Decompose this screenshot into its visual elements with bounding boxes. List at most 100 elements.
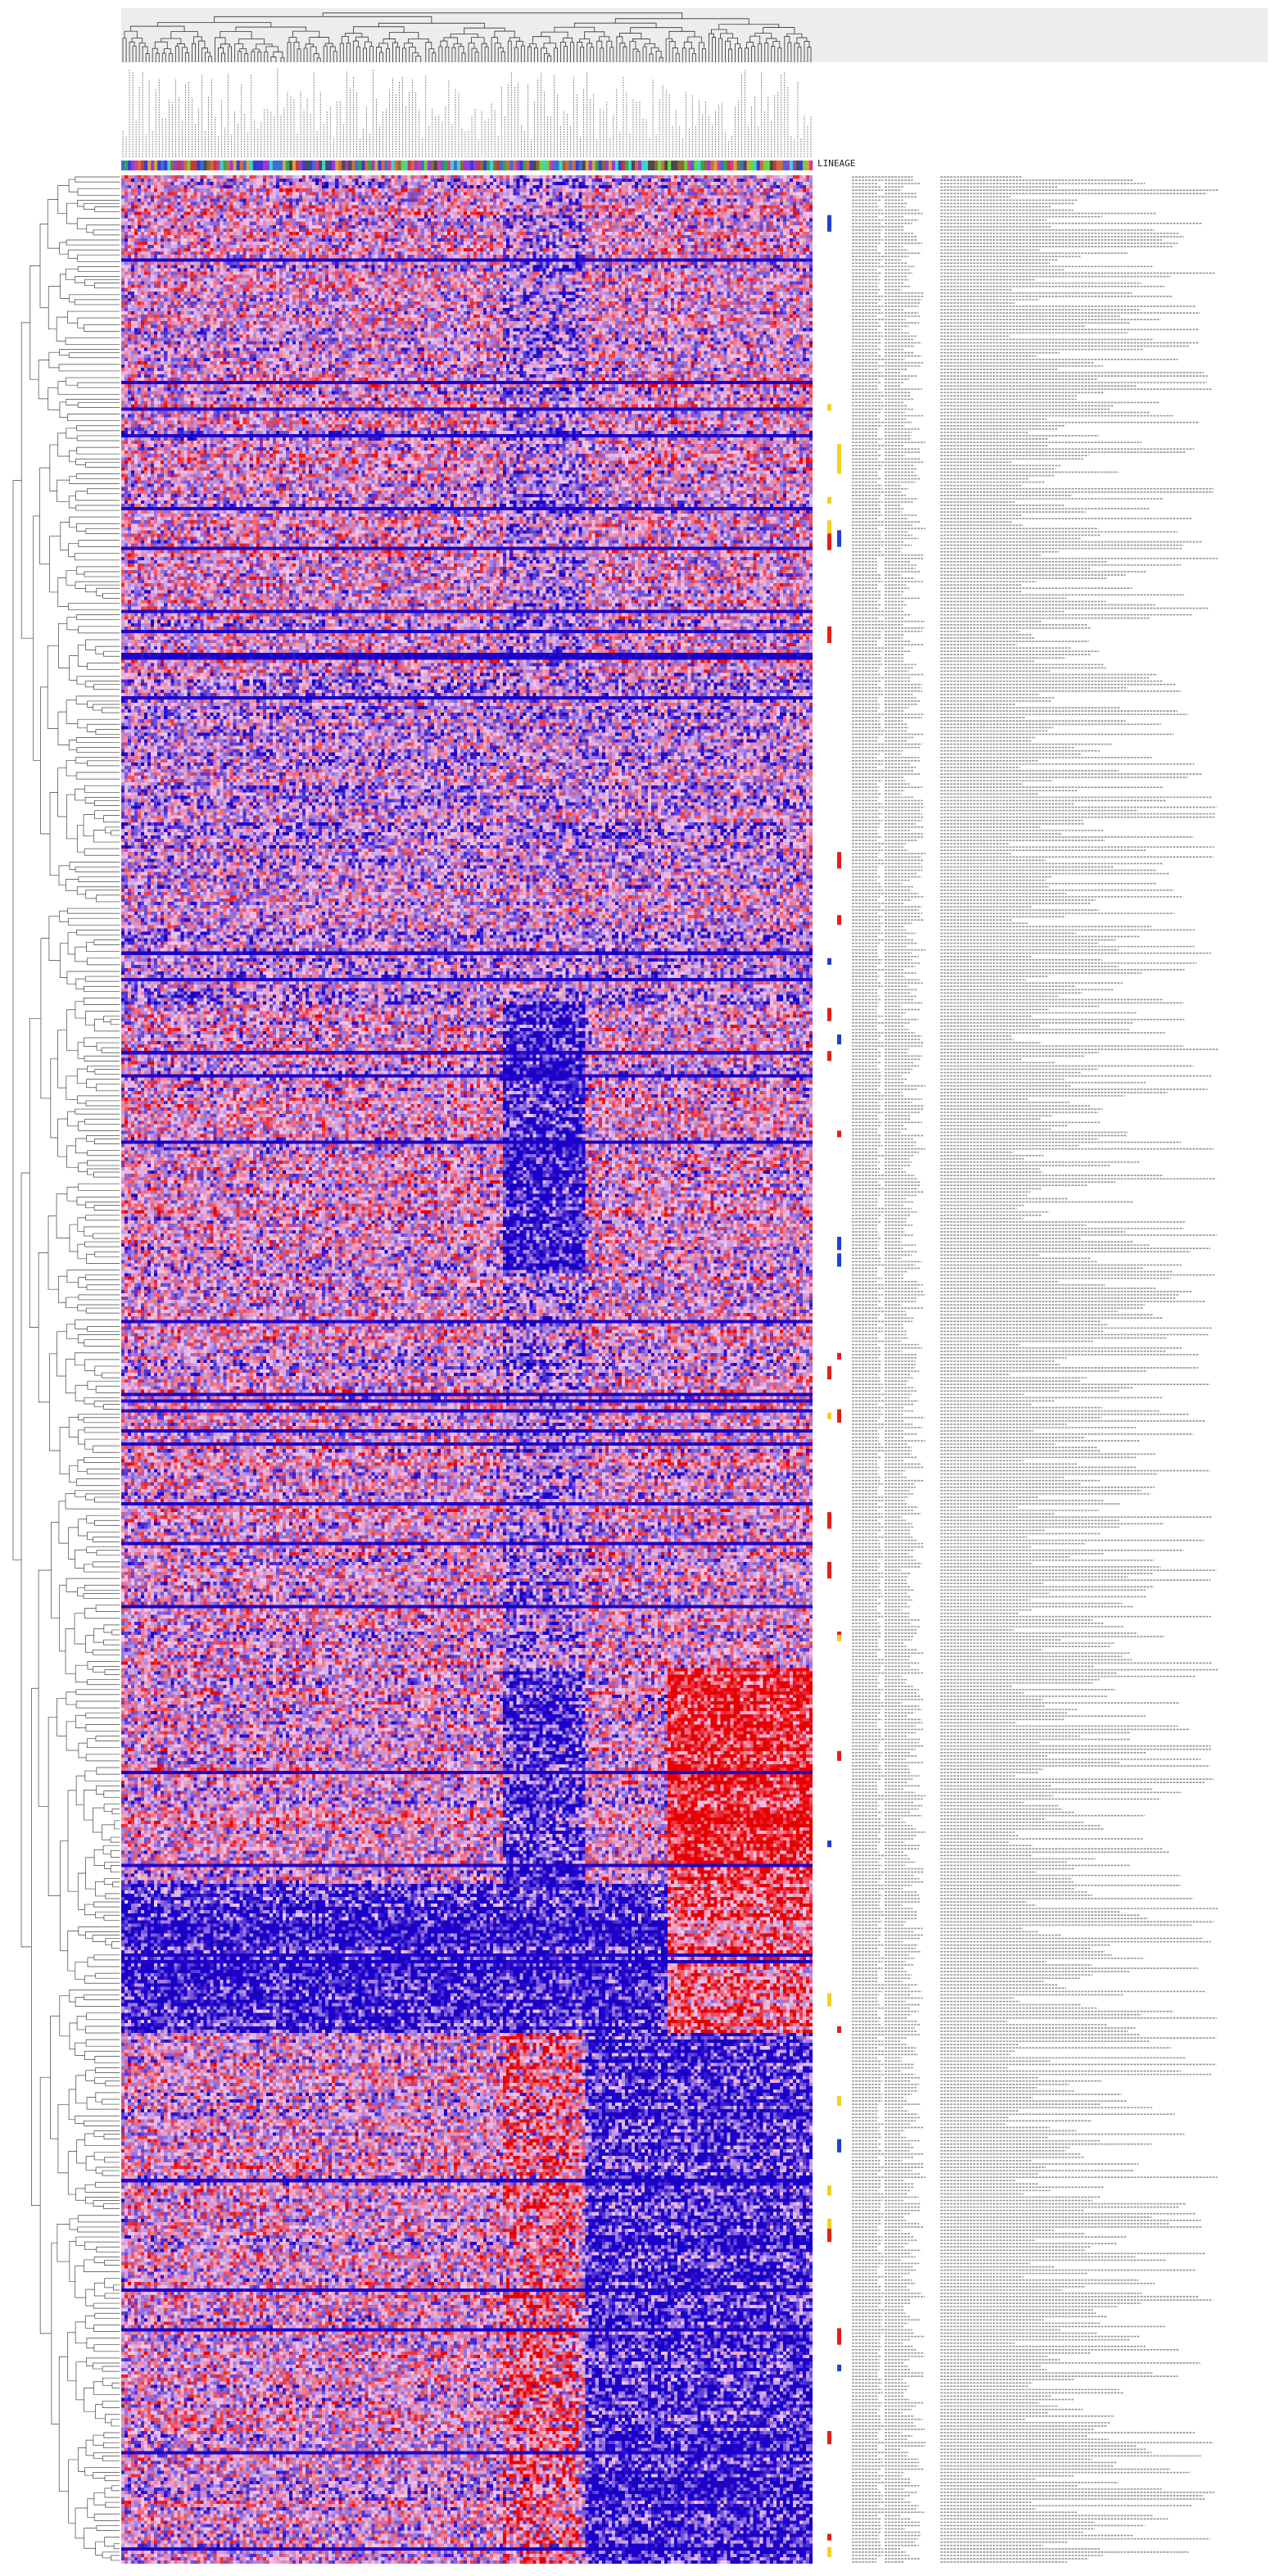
lineage-cell: [138, 161, 142, 170]
dendrogram-branch: [75, 1714, 86, 1728]
lineage-cell: [335, 161, 339, 170]
lineage-cell: [591, 161, 596, 170]
lineage-cell: [325, 161, 329, 170]
dendrogram-branch: [541, 48, 547, 62]
lineage-cell: [285, 161, 290, 170]
dendrogram-branch: [83, 203, 120, 210]
dendrogram-branch: [85, 1493, 120, 1501]
dendrogram-branch: [67, 414, 120, 422]
dendrogram-branch: [59, 349, 120, 356]
dendrogram-branch: [208, 56, 212, 62]
dendrogram-branch: [84, 2388, 96, 2412]
dendrogram-branch: [66, 759, 77, 776]
dendrogram-branch: [84, 1427, 120, 1433]
lineage-cell: [789, 161, 794, 170]
dendrogram-branch: [481, 43, 487, 62]
dendrogram-branch: [93, 830, 120, 843]
dendrogram-branch: [111, 1941, 120, 1949]
lineage-cell: [697, 161, 701, 170]
lineage-cell: [332, 161, 336, 170]
dendrogram-branch: [573, 22, 657, 28]
dendrogram-branch: [84, 1359, 120, 1371]
lineage-cell: [315, 161, 319, 170]
dendrogram-branch: [75, 946, 88, 962]
lineage-cell: [496, 161, 500, 170]
dendrogram-branch: [77, 254, 120, 262]
lineage-cell: [681, 161, 685, 170]
dendrogram-branch: [85, 1274, 120, 1280]
dendrogram-branch: [772, 41, 781, 48]
dendrogram-branch: [94, 1496, 120, 1503]
lineage-cell: [233, 161, 237, 170]
dendrogram-branch: [85, 890, 120, 899]
dendrogram-branch: [87, 1957, 120, 1967]
dendrogram-branch: [38, 360, 49, 400]
dendrogram-branch: [96, 1084, 120, 1092]
dendrogram-branch: [239, 48, 247, 54]
dendrogram-branch: [75, 2361, 87, 2401]
dendrogram-branch: [87, 1532, 120, 1540]
annotation-mark: [827, 1840, 831, 1848]
dendrogram-branch: [84, 976, 120, 982]
lineage-cell: [674, 161, 678, 170]
dendrogram-branch: [103, 815, 120, 823]
dendrogram-branch: [48, 387, 60, 410]
lineage-cell: [582, 161, 586, 170]
dendrogram-branch: [66, 428, 78, 439]
dendrogram-branch: [234, 43, 244, 62]
dendrogram-branch: [111, 1809, 120, 1815]
dendrogram-branch: [104, 1862, 120, 1869]
annotation-mark: [837, 1352, 841, 1360]
dendrogram-branch: [84, 2467, 120, 2476]
dendrogram-branch: [111, 830, 120, 836]
dendrogram-branch: [83, 814, 95, 837]
dendrogram-branch: [458, 46, 464, 62]
dendrogram-branch: [65, 879, 79, 891]
dendrogram-branch: [112, 1881, 120, 1888]
dendrogram-branch: [77, 317, 120, 328]
lineage-cell: [275, 161, 280, 170]
dendrogram-branch: [103, 2203, 120, 2209]
heatmap-cells: [121, 175, 813, 2564]
dendrogram-branch: [111, 2555, 120, 2561]
dendrogram-branch: [87, 1380, 120, 1390]
lineage-cell: [378, 161, 382, 170]
dendrogram-branch: [76, 446, 120, 455]
lineage-cell: [529, 161, 533, 170]
dendrogram-branch: [75, 473, 120, 479]
dendrogram-branch: [324, 43, 333, 47]
lineage-cell: [519, 161, 523, 170]
dendrogram-branch: [84, 584, 120, 593]
lineage-cell: [595, 161, 600, 170]
lineage-cell: [430, 161, 435, 170]
dendrogram-branch: [87, 1661, 120, 1670]
dendrogram-branch: [47, 645, 59, 729]
lineage-cell: [236, 161, 240, 170]
lineage-cell: [503, 161, 507, 170]
dendrogram-branch: [235, 26, 307, 32]
dendrogram-branch: [599, 36, 610, 42]
dendrogram-branch: [67, 917, 120, 926]
annotation-mark: [827, 1561, 831, 1579]
dendrogram-branch: [74, 553, 120, 561]
dendrogram-branch: [84, 1241, 120, 1247]
dendrogram-branch: [78, 1294, 120, 1301]
dendrogram-branch: [720, 33, 733, 38]
lineage-cell: [585, 161, 590, 170]
lineage-cell: [763, 161, 768, 170]
dendrogram-branch: [68, 543, 79, 558]
dendrogram-branch: [110, 1836, 120, 1843]
dendrogram-branch: [85, 1215, 120, 1221]
dendrogram-branch: [93, 1445, 120, 1453]
dendrogram-branch: [59, 1427, 70, 1474]
dendrogram-branch: [93, 1807, 105, 1833]
dendrogram-branch: [383, 38, 396, 43]
dendrogram-branch: [83, 2120, 120, 2126]
dendrogram-branch: [96, 2525, 120, 2531]
lineage-cell: [500, 161, 504, 170]
dendrogram-branch: [77, 188, 120, 196]
dendrogram-branch: [48, 1717, 61, 1896]
lineage-cell: [456, 161, 461, 170]
dendrogram-branch: [49, 791, 59, 876]
lineage-cell: [229, 161, 233, 170]
